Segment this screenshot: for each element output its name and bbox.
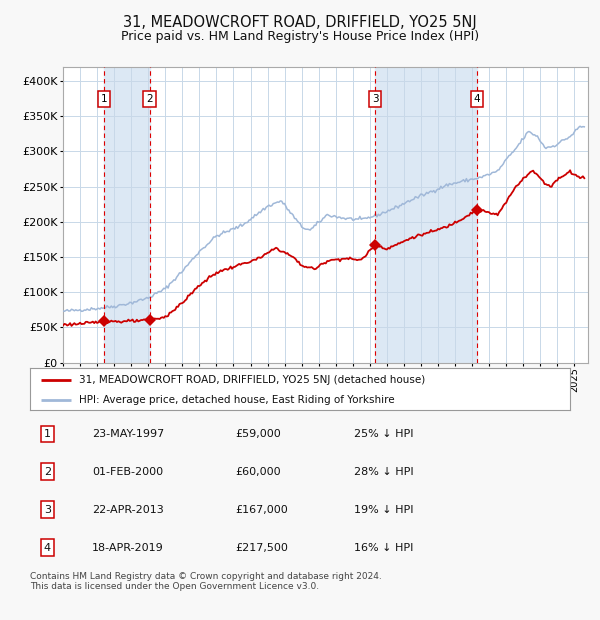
Text: 31, MEADOWCROFT ROAD, DRIFFIELD, YO25 5NJ: 31, MEADOWCROFT ROAD, DRIFFIELD, YO25 5N… (123, 16, 477, 30)
Text: 25% ↓ HPI: 25% ↓ HPI (354, 428, 413, 438)
Text: £217,500: £217,500 (235, 542, 288, 552)
Text: £60,000: £60,000 (235, 467, 281, 477)
Text: £59,000: £59,000 (235, 428, 281, 438)
Text: 3: 3 (44, 505, 51, 515)
Text: 31, MEADOWCROFT ROAD, DRIFFIELD, YO25 5NJ (detached house): 31, MEADOWCROFT ROAD, DRIFFIELD, YO25 5N… (79, 374, 425, 384)
Text: 19% ↓ HPI: 19% ↓ HPI (354, 505, 413, 515)
Text: 2: 2 (44, 467, 51, 477)
Text: Price paid vs. HM Land Registry's House Price Index (HPI): Price paid vs. HM Land Registry's House … (121, 30, 479, 43)
Text: 2: 2 (146, 94, 153, 104)
Text: 1: 1 (44, 428, 51, 438)
Text: 16% ↓ HPI: 16% ↓ HPI (354, 542, 413, 552)
Text: HPI: Average price, detached house, East Riding of Yorkshire: HPI: Average price, detached house, East… (79, 396, 394, 405)
Text: 01-FEB-2000: 01-FEB-2000 (92, 467, 163, 477)
Bar (375, 67, 477, 363)
Text: 18-APR-2019: 18-APR-2019 (92, 542, 164, 552)
Text: Contains HM Land Registry data © Crown copyright and database right 2024.
This d: Contains HM Land Registry data © Crown c… (30, 572, 382, 591)
Bar (104, 67, 149, 363)
Text: 3: 3 (372, 94, 379, 104)
Text: 4: 4 (44, 542, 51, 552)
Text: 22-APR-2013: 22-APR-2013 (92, 505, 164, 515)
Text: 1: 1 (100, 94, 107, 104)
Text: £167,000: £167,000 (235, 505, 288, 515)
Text: 28% ↓ HPI: 28% ↓ HPI (354, 467, 413, 477)
Text: 4: 4 (474, 94, 481, 104)
Text: 23-MAY-1997: 23-MAY-1997 (92, 428, 164, 438)
